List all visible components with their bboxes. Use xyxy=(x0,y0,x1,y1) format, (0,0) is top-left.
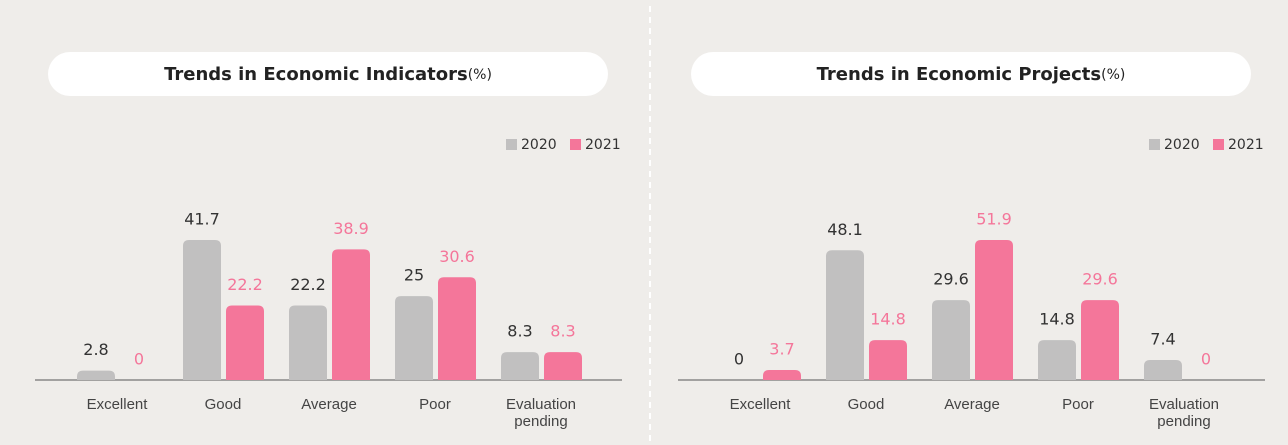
x-label-box: Average xyxy=(301,396,357,413)
title-unit: (%) xyxy=(1101,67,1125,83)
bar xyxy=(1081,300,1119,380)
value-label: 22.2 xyxy=(290,275,326,294)
chart-title: Trends in Economic Projects(%) xyxy=(817,64,1126,85)
x-label-box: Good xyxy=(204,396,242,413)
x-tick-label: Excellent xyxy=(86,396,148,413)
value-label: 29.6 xyxy=(933,270,969,289)
x-tick-label: Average xyxy=(944,396,1000,413)
bar xyxy=(1144,360,1182,380)
x-label-box: Excellent xyxy=(86,396,148,413)
title-pill xyxy=(48,52,608,96)
x-tick-label: Evaluation pending xyxy=(1148,396,1220,430)
bar xyxy=(544,352,582,380)
bar xyxy=(826,250,864,380)
legend-label: 2021 xyxy=(1228,137,1264,153)
x-label-box: Poor xyxy=(1062,396,1094,413)
title-unit: (%) xyxy=(468,67,492,83)
value-label: 30.6 xyxy=(439,247,475,266)
value-label: 14.8 xyxy=(870,310,906,329)
title-text: Trends in Economic Indicators xyxy=(164,64,468,85)
legend-swatch xyxy=(1213,139,1224,150)
title-text: Trends in Economic Projects xyxy=(817,64,1102,85)
value-label: 2.8 xyxy=(83,340,108,359)
value-label: 0 xyxy=(134,350,144,369)
bar xyxy=(332,249,370,380)
value-label: 8.3 xyxy=(550,322,575,341)
title-pill xyxy=(691,52,1251,96)
x-label-box: Evaluation pending xyxy=(1148,396,1220,430)
value-label: 41.7 xyxy=(184,210,220,229)
value-label: 48.1 xyxy=(827,220,863,239)
legend-swatch xyxy=(570,139,581,150)
x-label-box: Good xyxy=(847,396,885,413)
x-label-box: Poor xyxy=(419,396,451,413)
bar xyxy=(438,277,476,380)
bar xyxy=(1038,340,1076,380)
bar xyxy=(869,340,907,380)
value-label: 38.9 xyxy=(333,219,369,238)
chart-title: Trends in Economic Indicators(%) xyxy=(164,64,492,85)
bar xyxy=(975,240,1013,380)
value-label: 8.3 xyxy=(507,322,532,341)
value-label: 14.8 xyxy=(1039,310,1075,329)
bar xyxy=(77,370,115,380)
x-label-box: Excellent xyxy=(729,396,791,413)
bar xyxy=(395,296,433,380)
value-label: 0 xyxy=(1201,350,1211,369)
x-tick-label: Average xyxy=(301,396,357,413)
legend-label: 2020 xyxy=(1164,137,1200,153)
x-tick-label: Excellent xyxy=(729,396,791,413)
x-label-box: Average xyxy=(944,396,1000,413)
x-label-box: Evaluation pending xyxy=(505,396,577,430)
x-tick-label: Poor xyxy=(1062,396,1094,413)
legend-label: 2021 xyxy=(585,137,621,153)
x-tick-label: Good xyxy=(204,396,242,413)
value-label: 22.2 xyxy=(227,275,263,294)
bar xyxy=(183,240,221,380)
bar xyxy=(763,370,801,380)
value-label: 3.7 xyxy=(769,340,794,359)
bar xyxy=(501,352,539,380)
value-label: 51.9 xyxy=(976,210,1012,229)
x-tick-label: Good xyxy=(847,396,885,413)
x-tick-label: Evaluation pending xyxy=(505,396,577,430)
value-label: 25 xyxy=(404,266,424,285)
bar xyxy=(289,305,327,380)
x-tick-label: Poor xyxy=(419,396,451,413)
value-label: 7.4 xyxy=(1150,330,1175,349)
value-label: 29.6 xyxy=(1082,270,1118,289)
legend-swatch xyxy=(1149,139,1160,150)
bar xyxy=(226,305,264,380)
legend-label: 2020 xyxy=(521,137,557,153)
legend-swatch xyxy=(506,139,517,150)
bar xyxy=(932,300,970,380)
value-label: 0 xyxy=(734,350,744,369)
